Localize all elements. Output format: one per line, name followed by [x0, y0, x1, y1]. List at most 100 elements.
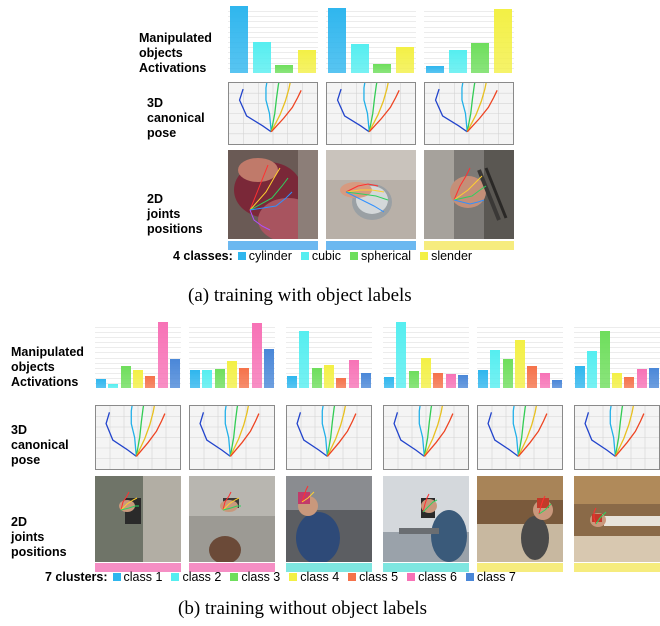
cluster-indicator-bar: [286, 563, 372, 572]
canonical-pose-plot: [326, 82, 416, 145]
activation-gridline: [424, 67, 514, 69]
activation-gridline: [574, 347, 660, 349]
activation-bar-class-4: [514, 340, 526, 388]
activation-gridline: [228, 31, 318, 33]
activation-gridline: [95, 362, 181, 364]
hand-photo: [189, 476, 275, 562]
legend-label: cylinder: [248, 249, 292, 263]
activation-gridline: [424, 42, 514, 44]
legend-item: class 3: [230, 570, 280, 584]
hand-skeleton: [384, 406, 468, 469]
activation-bar-class-4: [323, 364, 335, 388]
activation-bar-class-3: [408, 370, 419, 388]
activation-gridline: [326, 16, 416, 18]
activation-bar-class-1: [575, 366, 586, 388]
activation-bar-class-7: [263, 349, 274, 388]
legend-label: class 5: [359, 570, 399, 584]
hand-skeleton: [190, 406, 274, 469]
activation-gridline: [228, 11, 318, 13]
hand-photo-cylinder: [228, 150, 318, 239]
activation-gridline: [574, 337, 660, 339]
hand-photo: [95, 476, 181, 562]
legend-swatch: [350, 252, 359, 260]
activation-gridline: [228, 36, 318, 38]
activation-gridline: [326, 36, 416, 38]
activation-gridline: [286, 327, 372, 329]
class-legend: 4 classes: cylinder cubic spherical slender: [173, 249, 481, 263]
activation-bar-slender: [297, 49, 316, 73]
cluster-legend: 7 clusters: class 1 class 2 class 3 class 4…: [45, 570, 525, 584]
activation-gridline: [424, 36, 514, 38]
activation-bar-class-7: [648, 367, 659, 388]
activation-gridline: [383, 347, 469, 349]
legend-label: class 2: [182, 570, 222, 584]
activation-bar-class-5: [239, 367, 250, 388]
hand-skeleton: [287, 406, 371, 469]
activation-gridline: [424, 52, 514, 54]
row-label-activations: Manipulated objects Activations: [139, 31, 212, 75]
activation-gridline: [383, 357, 469, 359]
legend-item: cylinder: [237, 249, 292, 263]
legend-title: 4 classes:: [173, 249, 233, 263]
activation-chart: [189, 322, 275, 388]
activation-bar-class-7: [457, 375, 468, 388]
legend-label: slender: [431, 249, 473, 263]
activation-chart: [383, 322, 469, 388]
class-indicator-bar: [424, 241, 514, 250]
activation-gridline: [326, 31, 416, 33]
activation-bar-class-6: [251, 323, 262, 388]
hand-skeleton: [327, 83, 415, 144]
activation-gridline: [326, 57, 416, 59]
activation-bar-class-1: [96, 378, 107, 388]
legend-swatch: [112, 573, 121, 581]
activation-bar-spherical: [373, 63, 392, 73]
activation-gridline: [228, 16, 318, 18]
legend-item: class 7: [465, 570, 516, 584]
activation-gridline: [95, 327, 181, 329]
cluster-indicator-bar: [189, 563, 275, 572]
activation-chart: [574, 322, 660, 388]
activation-chart: [477, 322, 563, 388]
activation-gridline: [95, 337, 181, 339]
activation-gridline: [326, 62, 416, 64]
activation-bar-cubic: [448, 50, 467, 73]
legend-item: cubic: [300, 249, 342, 263]
legend-swatch: [289, 573, 298, 581]
activation-bar-class-2: [396, 322, 407, 388]
activation-gridline: [228, 26, 318, 28]
hand-skeleton: [478, 406, 562, 469]
activation-bar-class-5: [336, 378, 347, 388]
activation-gridline: [574, 357, 660, 359]
activation-gridline: [383, 342, 469, 344]
legend-swatch: [465, 573, 474, 581]
activation-gridline: [424, 57, 514, 59]
cluster-indicator-bar: [383, 563, 469, 572]
legend-label: class 1: [123, 570, 163, 584]
activation-gridline: [228, 62, 318, 64]
activation-gridline: [95, 347, 181, 349]
activation-gridline: [574, 372, 660, 374]
legend-label: cubic: [311, 249, 342, 263]
activation-gridline: [574, 367, 660, 369]
activation-gridline: [228, 67, 318, 69]
activation-gridline: [286, 357, 372, 359]
activation-gridline: [424, 21, 514, 23]
activation-gridline: [574, 327, 660, 329]
cluster-indicator-bar: [574, 563, 660, 572]
activation-chart: [95, 322, 181, 388]
activation-gridline: [189, 327, 275, 329]
activation-gridline: [326, 42, 416, 44]
activation-chart: [326, 6, 416, 73]
activation-gridline: [424, 11, 514, 13]
legend-item: class 2: [171, 570, 221, 584]
row-label-3d-pose: 3D canonical pose: [147, 96, 205, 140]
row-label-activations: Manipulated objects Activations: [11, 345, 84, 389]
hand-photo: [286, 476, 372, 562]
activation-gridline: [424, 47, 514, 49]
activation-bar-class-6: [445, 374, 456, 388]
legend-item: spherical: [350, 249, 411, 263]
activation-gridline: [286, 362, 372, 364]
canonical-pose-plot: [477, 405, 563, 470]
canonical-pose-plot: [424, 82, 514, 145]
canonical-pose-plot: [228, 82, 318, 145]
